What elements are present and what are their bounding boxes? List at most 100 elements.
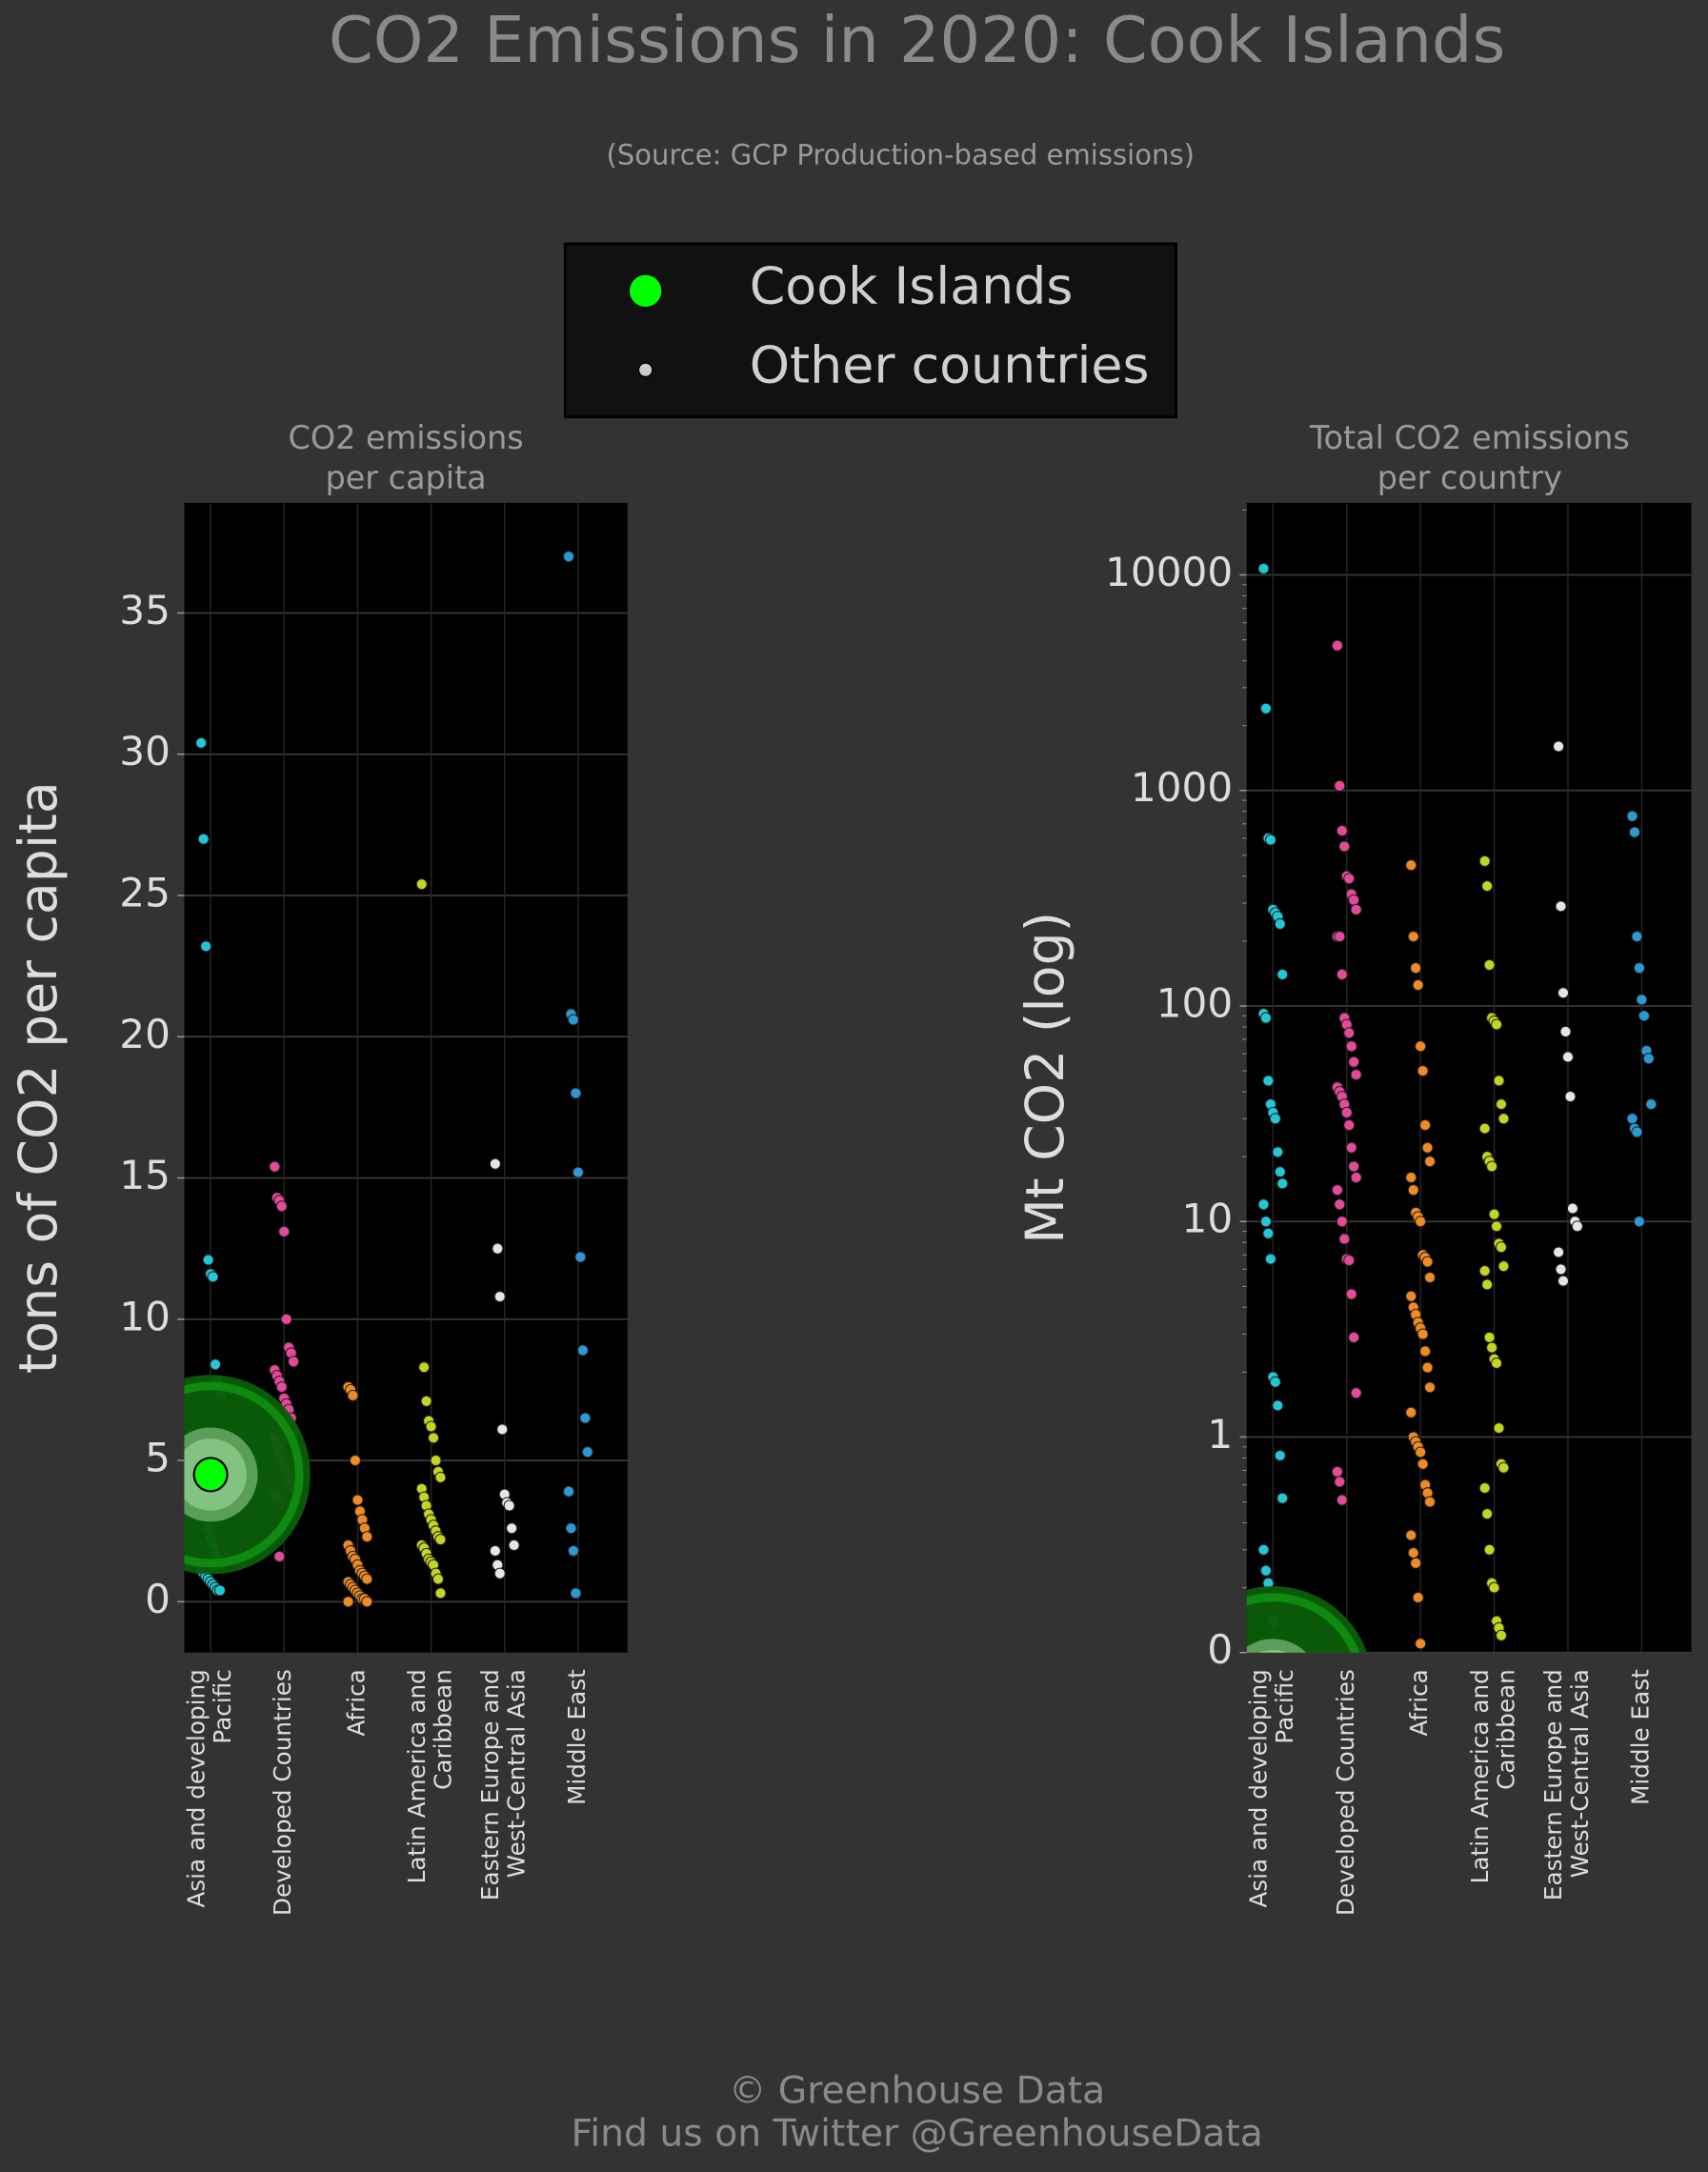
legend: Cook Islands Other countries	[563, 242, 1178, 419]
y-axis-label: tons of CO2 per capita	[9, 781, 70, 1374]
data-point	[1264, 834, 1276, 846]
data-point	[434, 1471, 447, 1483]
data-point	[1412, 979, 1424, 992]
x-tick-label: Latin America andCaribbean	[403, 1669, 457, 1883]
data-point	[562, 551, 575, 563]
data-point	[1348, 894, 1360, 906]
data-point	[1478, 855, 1491, 867]
data-point	[1410, 962, 1422, 975]
y-tick-label: 0	[1207, 1626, 1233, 1673]
x-tick-label: Eastern Europe andWest-Central Asia	[476, 1669, 531, 1900]
data-point	[1343, 1027, 1356, 1039]
data-point	[493, 1567, 506, 1579]
subplot-title: Total CO2 emissions per country	[1309, 418, 1630, 495]
data-point	[1564, 1091, 1577, 1103]
data-point	[1483, 1543, 1496, 1556]
data-point	[1495, 1098, 1508, 1111]
data-point	[1336, 1494, 1348, 1506]
data-point	[1348, 1056, 1360, 1068]
data-point	[1645, 1098, 1658, 1111]
subplot-title: CO2 emissions per capita	[288, 418, 523, 495]
data-point	[508, 1539, 520, 1552]
y-tick-label: 25	[119, 870, 171, 916]
data-point	[1491, 1220, 1503, 1233]
data-point	[342, 1596, 354, 1608]
data-point	[269, 1160, 281, 1173]
data-point	[489, 1544, 501, 1558]
data-point	[1334, 1198, 1346, 1211]
data-point	[1415, 1446, 1427, 1458]
data-point	[1424, 1271, 1437, 1284]
footer: Find us on Twitter @GreenhouseData	[572, 2113, 1263, 2156]
data-point	[1417, 1065, 1429, 1077]
data-point	[1345, 1288, 1357, 1300]
data-point	[434, 1587, 447, 1599]
data-point	[361, 1573, 373, 1585]
data-point	[1566, 1202, 1578, 1215]
data-point	[1257, 562, 1270, 574]
data-point	[1497, 1461, 1510, 1474]
data-point	[1553, 1246, 1565, 1258]
x-tick-label: Developed Countries	[269, 1669, 296, 1916]
data-point	[213, 1584, 227, 1597]
x-tick-label: Asia and developingPacific	[1245, 1669, 1299, 1908]
data-point	[576, 1344, 589, 1357]
legend-box	[563, 242, 1178, 419]
data-point	[1338, 1233, 1351, 1245]
data-point	[1257, 1543, 1270, 1556]
data-point	[1259, 702, 1272, 714]
data-point	[1407, 1184, 1419, 1197]
y-tick-label: 20	[119, 1011, 171, 1057]
x-tick-label: Middle East	[563, 1669, 591, 1805]
data-point	[1497, 1260, 1510, 1273]
data-point	[1626, 810, 1638, 822]
x-tick-label: Africa	[1405, 1669, 1433, 1736]
data-point	[567, 1544, 579, 1558]
data-point	[1274, 917, 1286, 931]
data-point	[492, 1242, 504, 1255]
data-point	[352, 1494, 364, 1506]
data-point	[1638, 1010, 1650, 1022]
y-tick-label: 30	[119, 728, 171, 774]
data-point	[1264, 1253, 1276, 1265]
data-point	[1421, 1141, 1434, 1154]
data-point	[275, 1200, 288, 1213]
data-point	[1415, 1216, 1427, 1228]
data-point	[572, 1166, 584, 1178]
data-point	[1424, 1381, 1437, 1394]
data-point	[288, 1356, 300, 1368]
data-point	[570, 1587, 582, 1599]
data-point	[1343, 1255, 1356, 1267]
y-tick-label: 10000	[1105, 549, 1233, 595]
data-point	[1274, 1449, 1286, 1462]
data-point	[565, 1522, 577, 1535]
data-point	[1274, 1166, 1286, 1178]
data-point	[1331, 1184, 1343, 1197]
data-point	[1486, 1341, 1498, 1354]
data-point	[1628, 826, 1641, 838]
y-tick-label: 5	[145, 1435, 171, 1481]
data-point	[1345, 1141, 1357, 1154]
data-point	[1334, 1476, 1346, 1488]
data-point	[420, 1395, 432, 1407]
data-point	[1269, 1376, 1281, 1388]
data-point	[1483, 1331, 1496, 1343]
data-point	[1486, 1160, 1498, 1173]
data-point	[1331, 1465, 1343, 1478]
data-point	[1338, 840, 1351, 853]
data-point	[1407, 1547, 1419, 1559]
data-point	[1636, 994, 1648, 1006]
data-point	[562, 1485, 575, 1498]
data-point	[434, 1534, 447, 1546]
data-point	[1491, 1018, 1503, 1031]
data-point	[195, 736, 208, 749]
data-point	[347, 1389, 359, 1401]
data-point	[1419, 1345, 1432, 1358]
data-point	[489, 1157, 501, 1170]
highlight-point	[192, 1457, 229, 1493]
data-point	[1276, 968, 1289, 980]
title: CO2 Emissions in 2020: Cook Islands	[329, 3, 1505, 77]
data-point	[1272, 1146, 1284, 1158]
data-point	[496, 1423, 509, 1436]
data-point	[200, 940, 212, 953]
